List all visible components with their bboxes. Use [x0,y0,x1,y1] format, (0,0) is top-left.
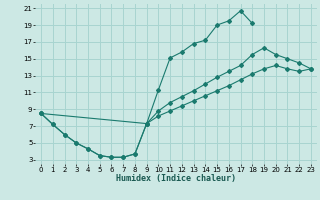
X-axis label: Humidex (Indice chaleur): Humidex (Indice chaleur) [116,174,236,183]
